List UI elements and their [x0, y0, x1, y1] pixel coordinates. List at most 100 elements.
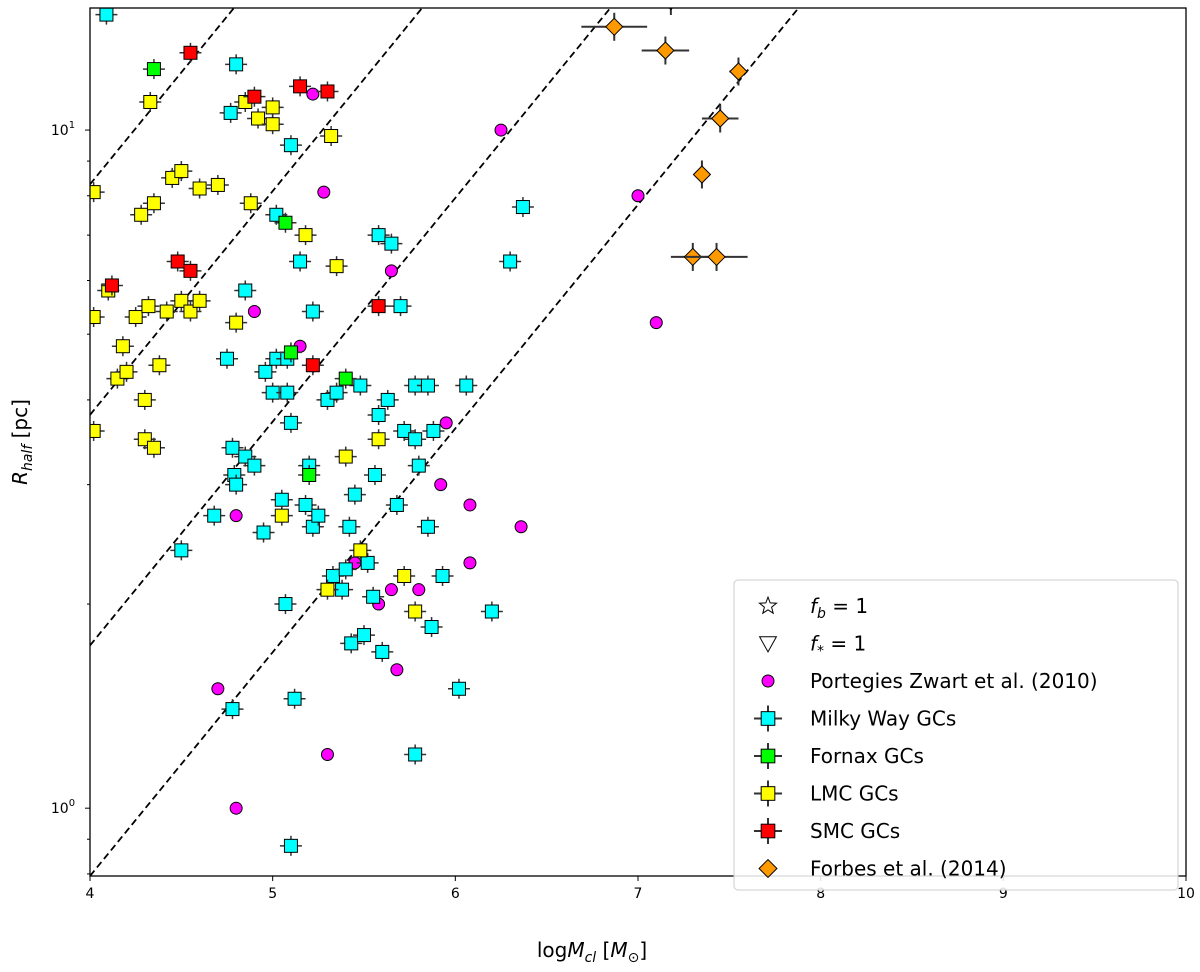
legend-label: SMC GCs [810, 819, 900, 843]
circle-marker [390, 663, 404, 677]
square-marker [247, 458, 262, 473]
legend-entry: Portegies Zwart et al. (2010) [761, 669, 1098, 693]
x-tick-label: 10 [1177, 886, 1195, 902]
square-marker [141, 299, 156, 314]
y-tick-label: 100 [51, 798, 75, 817]
square-marker [90, 310, 101, 325]
square-marker [159, 304, 174, 319]
square-marker [152, 358, 167, 373]
legend-box [733, 579, 1179, 891]
series-smc-gcs [100, 42, 390, 376]
square-marker [247, 89, 262, 104]
circle-marker [229, 801, 243, 815]
square-marker [371, 408, 386, 423]
square-marker [220, 351, 234, 366]
square-marker [324, 129, 339, 144]
legend-square-marker [760, 786, 776, 801]
square-marker [146, 196, 161, 211]
square-marker [408, 604, 423, 619]
square-marker [375, 644, 390, 659]
x-tick-label: 5 [268, 886, 277, 902]
square-marker [293, 79, 308, 94]
square-marker [119, 364, 134, 379]
square-marker [360, 555, 375, 570]
circle-marker [211, 682, 225, 696]
square-marker [280, 385, 295, 400]
series-forbes-et-al-2014- [581, 8, 748, 271]
legend-entry: Forbes et al. (2014) [758, 857, 1007, 881]
square-marker [293, 254, 308, 269]
square-marker [238, 283, 253, 298]
x-axis-label: logMcl [M⊙] [537, 938, 647, 966]
square-marker [115, 339, 130, 354]
dashed-line [90, 8, 612, 647]
x-tick-label: 8 [816, 886, 825, 902]
square-marker [283, 345, 298, 360]
square-marker [329, 259, 344, 274]
legend-square-marker [760, 748, 776, 764]
diamond-marker [692, 165, 712, 184]
square-marker [283, 838, 298, 853]
square-marker [459, 378, 474, 393]
square-marker [229, 57, 244, 72]
square-marker [305, 304, 320, 319]
square-marker [183, 304, 198, 319]
diamond-marker [707, 247, 726, 267]
square-marker [371, 432, 386, 447]
circle-marker [439, 416, 453, 430]
square-marker [283, 138, 298, 153]
legend-entry: LMC GCs [754, 780, 899, 807]
square-marker [243, 196, 258, 211]
square-marker [420, 519, 435, 534]
square-marker [274, 508, 289, 523]
legend: fb = 1 f* = 1 Portegies Zwart et al. (2010… [733, 579, 1179, 891]
x-tick-label: 9 [999, 886, 1008, 902]
circle-marker [649, 316, 663, 330]
circle-marker [317, 185, 331, 199]
square-marker [424, 620, 439, 635]
series-milky-way-gcs [95, 8, 534, 856]
legend-label: Fornax GCs [810, 744, 924, 768]
square-marker [298, 497, 313, 512]
square-marker [353, 543, 368, 558]
square-marker [90, 185, 101, 200]
square-marker [174, 543, 189, 558]
square-marker [397, 568, 412, 583]
legend-label: Portegies Zwart et al. (2010) [810, 669, 1098, 693]
circle-marker [384, 264, 398, 278]
square-marker [366, 589, 381, 604]
legend-label: fb = 1 [810, 594, 868, 622]
y-tick-label: 101 [51, 120, 75, 139]
square-marker [174, 293, 189, 308]
series-fornax-gcs [142, 59, 357, 485]
square-marker [302, 467, 317, 482]
square-marker [329, 385, 344, 400]
square-marker [251, 111, 266, 126]
square-marker [137, 392, 152, 407]
square-marker [311, 508, 326, 523]
square-marker [357, 628, 371, 643]
diamond-marker [605, 17, 624, 36]
square-marker [134, 207, 149, 222]
square-marker [223, 105, 238, 120]
square-marker [426, 423, 441, 438]
square-marker [99, 8, 114, 22]
legend-entry: Milky Way GCs [754, 705, 956, 732]
square-marker [278, 215, 293, 230]
square-marker [256, 525, 271, 540]
square-marker [353, 378, 368, 393]
dashed-line [90, 8, 800, 876]
square-marker [225, 440, 240, 455]
legend-diamond-marker [758, 858, 778, 879]
square-marker [229, 315, 244, 330]
square-marker [325, 568, 340, 583]
square-marker [435, 568, 450, 583]
square-marker [90, 423, 101, 438]
square-marker [183, 45, 198, 60]
square-marker [320, 84, 335, 99]
square-marker [298, 228, 313, 243]
diamond-marker [710, 109, 730, 128]
square-marker [451, 681, 466, 696]
square-marker [380, 392, 395, 407]
